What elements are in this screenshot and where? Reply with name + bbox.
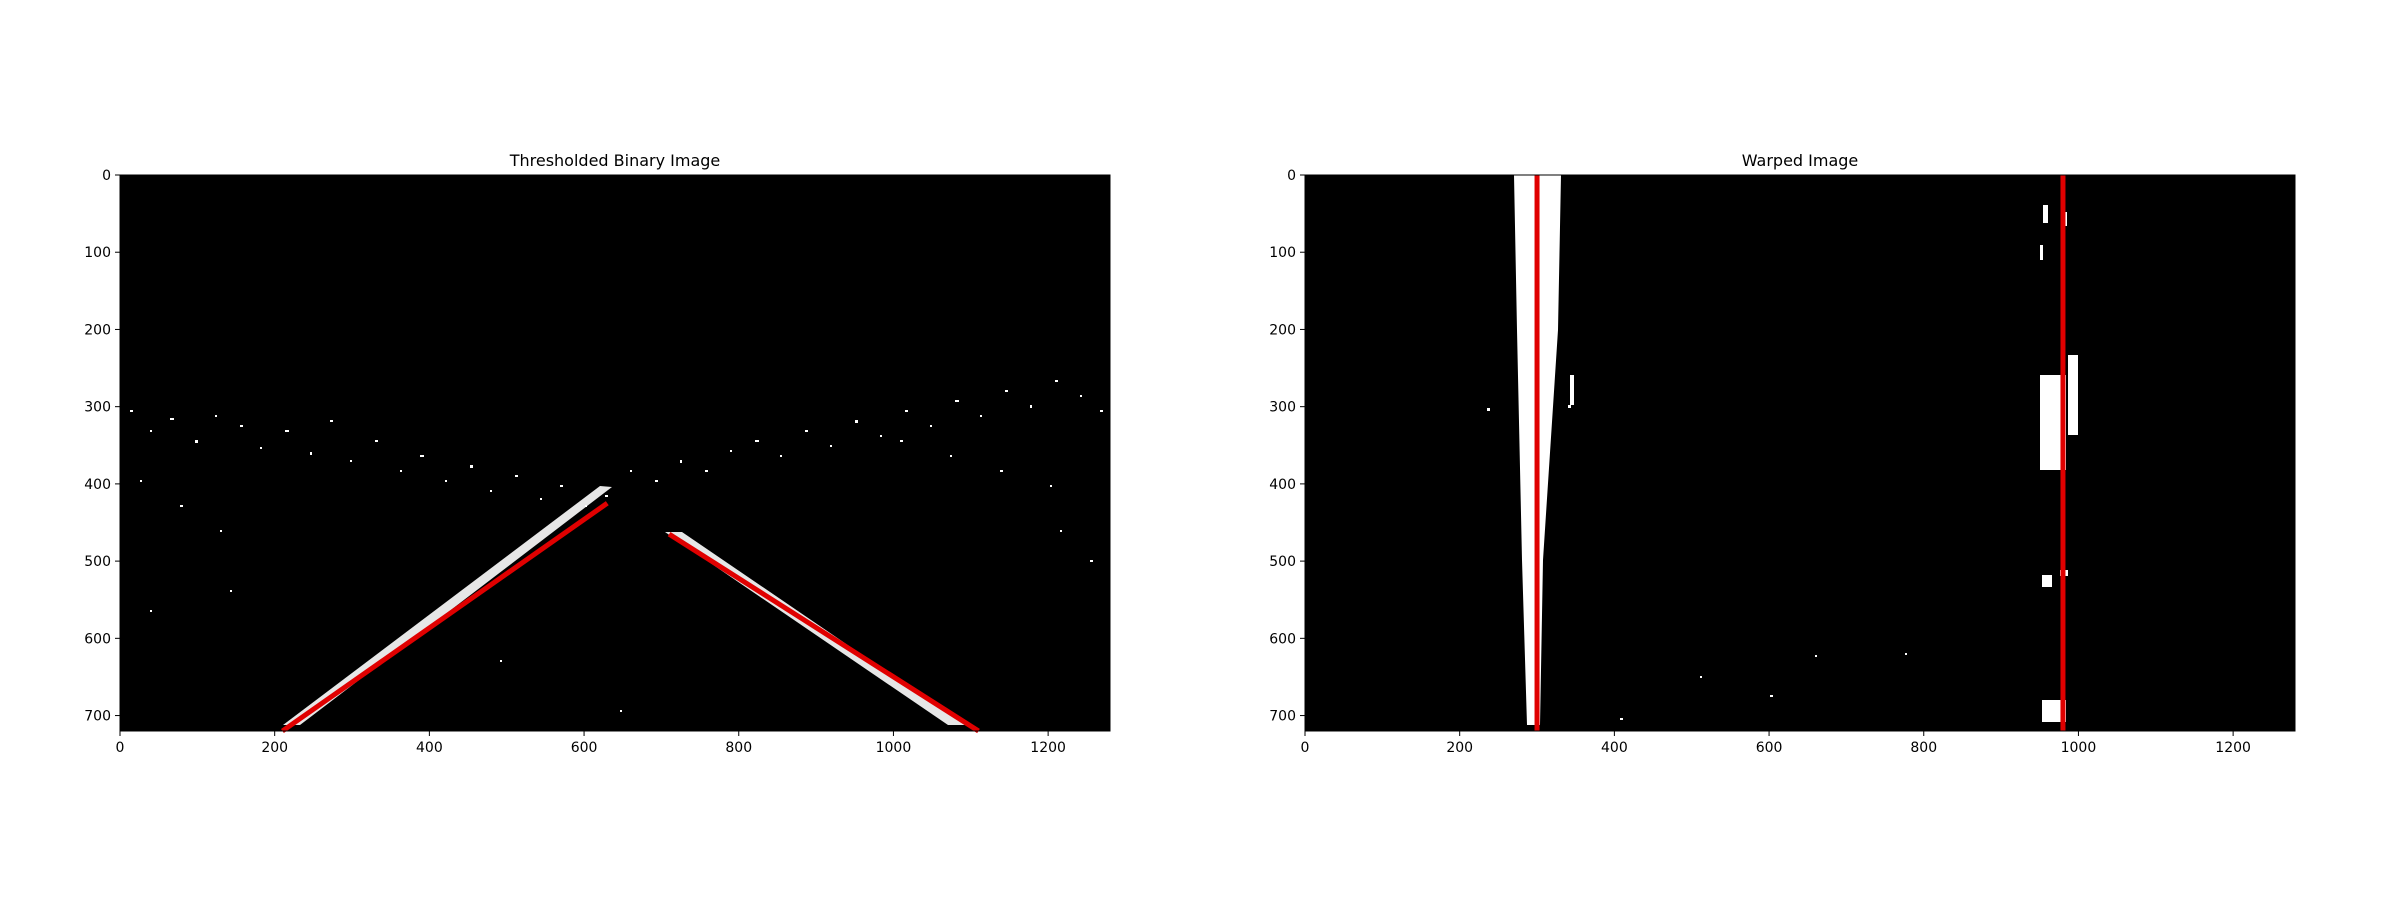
- image-area: [120, 175, 1110, 731]
- y-tick-label: 700: [84, 709, 111, 725]
- y-tick-label: 100: [84, 245, 111, 261]
- x-tick-label: 1000: [876, 740, 912, 756]
- x-tick-label: 200: [261, 740, 288, 756]
- y-tick-label: 300: [1269, 400, 1296, 416]
- left-lane-pixels: [283, 486, 612, 725]
- x-tick-label: 1200: [2215, 740, 2251, 756]
- panel-title: Thresholded Binary Image: [509, 151, 721, 170]
- axes-frame: [119, 174, 1111, 732]
- x-tick-label: 0: [116, 740, 125, 756]
- x-tick-label: 400: [1601, 740, 1628, 756]
- y-tick-label: 0: [1287, 168, 1296, 184]
- y-tick-label: 600: [1269, 631, 1296, 647]
- axes-frame: [1304, 174, 2296, 732]
- warped-panel: Warped Image 0 200 400 600 800 1000 1200 01: [1269, 151, 2296, 756]
- lane-line-2: [667, 531, 980, 734]
- x-tick-label: 1000: [2061, 740, 2097, 756]
- y-tick-label: 400: [84, 477, 111, 493]
- x-tick-label: 800: [1910, 740, 1937, 756]
- x-tick-label: 0: [1301, 740, 1310, 756]
- y-tick-label: 500: [1269, 554, 1296, 570]
- lane-lines: [1534, 175, 2066, 731]
- y-tick-label: 600: [84, 631, 111, 647]
- x-axis: 0 200 400 600 800 1000 1200: [1301, 731, 2251, 756]
- thresholded-binary-panel: Thresholded Binary Image: [84, 151, 1111, 756]
- x-axis: 0 200 400 600 800 1000 1200: [116, 731, 1066, 756]
- x-tick-label: 800: [725, 740, 752, 756]
- y-tick-label: 200: [1269, 322, 1296, 338]
- y-tick-label: 100: [1269, 245, 1296, 261]
- y-axis: 0 100 200 300 400 500 600 700: [84, 168, 120, 725]
- x-tick-label: 1200: [1030, 740, 1066, 756]
- y-tick-label: 700: [1269, 709, 1296, 725]
- x-tick-label: 600: [1756, 740, 1783, 756]
- panel-title: Warped Image: [1742, 151, 1859, 170]
- y-tick-label: 500: [84, 554, 111, 570]
- x-tick-label: 200: [1446, 740, 1473, 756]
- background-noise: [1487, 375, 1907, 720]
- x-tick-label: 600: [571, 740, 598, 756]
- y-tick-label: 200: [84, 322, 111, 338]
- y-axis: 0 100 200 300 400 500 600 700: [1269, 168, 1305, 725]
- lane-lines: [280, 501, 980, 734]
- y-tick-label: 0: [102, 168, 111, 184]
- background-noise: [130, 380, 1103, 712]
- x-tick-label: 400: [416, 740, 443, 756]
- lane-line-1: [280, 501, 609, 734]
- y-tick-label: 300: [84, 400, 111, 416]
- y-tick-label: 400: [1269, 477, 1296, 493]
- image-area: [1305, 175, 2295, 731]
